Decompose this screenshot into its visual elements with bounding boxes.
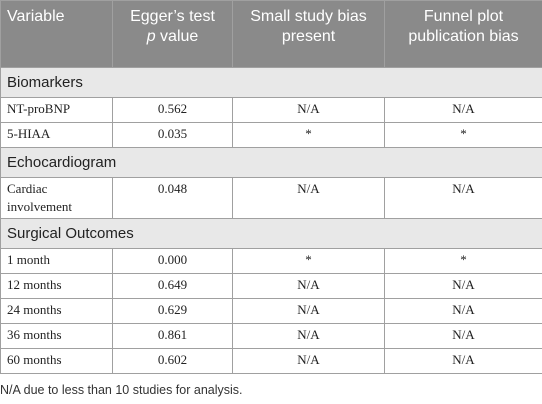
header-text: Egger’s test — [130, 8, 215, 25]
section-row: Surgical Outcomes — [0, 218, 542, 249]
data-row: 12 months 0.649 N/A N/A — [0, 273, 542, 299]
row-label: Cardiac involvement — [0, 177, 113, 219]
cell: 0.649 — [112, 273, 233, 299]
data-row: 24 months 0.629 N/A N/A — [0, 298, 542, 324]
cell: 0.562 — [112, 97, 233, 123]
cell: * — [384, 122, 542, 148]
cell: 0.035 — [112, 122, 233, 148]
data-row: 60 months 0.602 N/A N/A — [0, 348, 542, 374]
table-body: Biomarkers NT-proBNP 0.562 N/A N/A 5-HIAA 0.03… — [0, 67, 542, 374]
header-row: Variable Egger’s test p value Small study… — [0, 0, 542, 68]
cell: N/A — [232, 273, 385, 299]
header-cell: Small study bias present — [232, 0, 385, 68]
cell: 0.000 — [112, 248, 233, 274]
cell: N/A — [384, 97, 542, 123]
cell: N/A — [232, 298, 385, 324]
section-title: Echocardiogram — [0, 147, 542, 178]
section-title: Surgical Outcomes — [0, 218, 542, 249]
cell: 0.602 — [112, 348, 233, 374]
data-row: NT-proBNP 0.562 N/A N/A — [0, 97, 542, 123]
data-row: 1 month 0.000 * * — [0, 248, 542, 274]
row-label: 60 months — [0, 348, 113, 374]
header-cell: Funnel plot publication bias — [384, 0, 542, 68]
cell: N/A — [384, 348, 542, 374]
cell: * — [232, 122, 385, 148]
cell: N/A — [232, 348, 385, 374]
cell: * — [232, 248, 385, 274]
cell: N/A — [384, 273, 542, 299]
section-title: Biomarkers — [0, 67, 542, 98]
row-label: 24 months — [0, 298, 113, 324]
row-label: 5-HIAA — [0, 122, 113, 148]
cell: 0.861 — [112, 323, 233, 349]
section-row: Biomarkers — [0, 67, 542, 98]
row-label: 36 months — [0, 323, 113, 349]
cell: N/A — [384, 323, 542, 349]
header-cell: Egger’s test p value — [112, 0, 233, 68]
data-row: Cardiac involvement 0.048 N/A N/A — [0, 177, 542, 219]
cell: N/A — [384, 177, 542, 219]
data-row: 36 months 0.861 N/A N/A — [0, 323, 542, 349]
cell: N/A — [232, 177, 385, 219]
row-label: 12 months — [0, 273, 113, 299]
data-row: 5-HIAA 0.035 * * — [0, 122, 542, 148]
footnote: N/A due to less than 10 studies for anal… — [0, 383, 243, 397]
header-text: p — [146, 28, 156, 45]
cell: N/A — [384, 298, 542, 324]
header-cell: Variable — [0, 0, 113, 68]
section-row: Echocardiogram — [0, 147, 542, 178]
header-text: value — [160, 28, 199, 45]
data-table: Variable Egger’s test p value Small study… — [0, 0, 542, 374]
cell: N/A — [232, 323, 385, 349]
cell: * — [384, 248, 542, 274]
cell: 0.048 — [112, 177, 233, 219]
row-label: NT-proBNP — [0, 97, 113, 123]
cell: N/A — [232, 97, 385, 123]
row-label: 1 month — [0, 248, 113, 274]
table-header: Variable Egger’s test p value Small study… — [0, 0, 542, 68]
cell: 0.629 — [112, 298, 233, 324]
